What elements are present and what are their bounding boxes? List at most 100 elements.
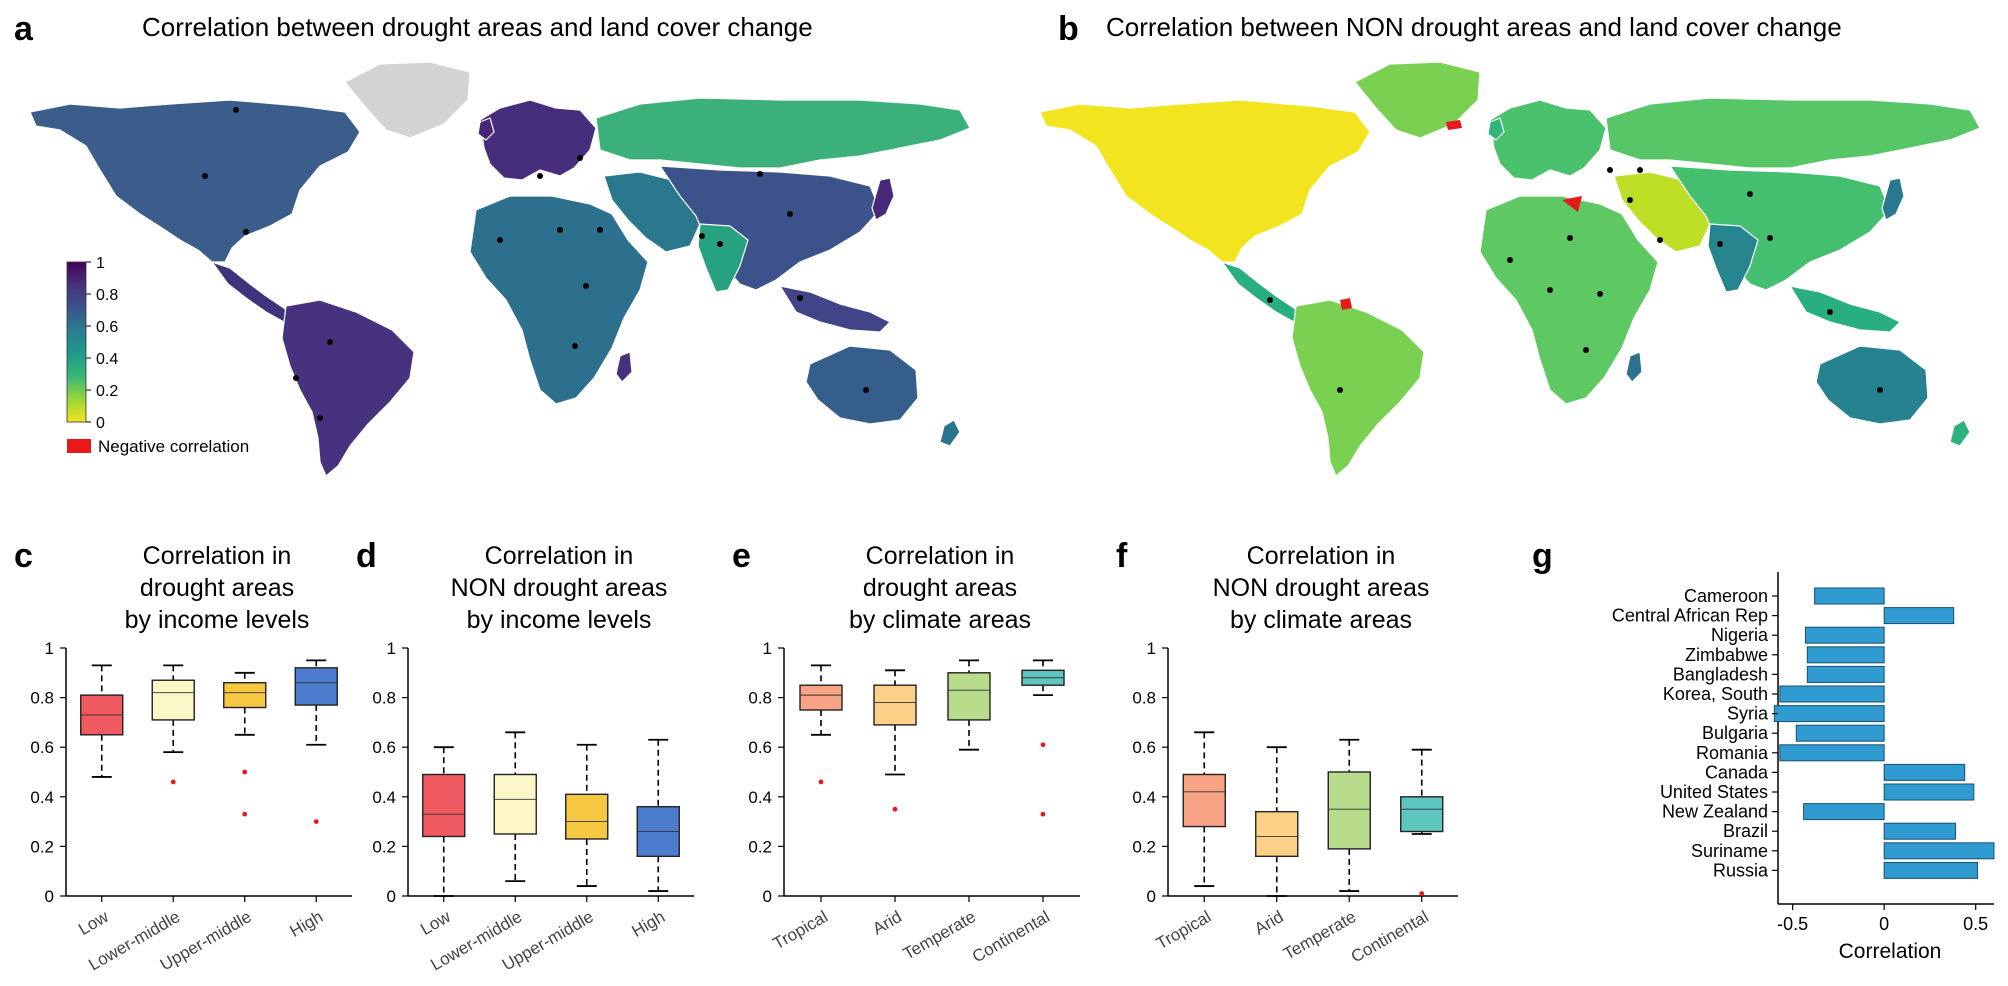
x-tick-label: Continental <box>1348 907 1432 966</box>
region-japan <box>871 177 895 221</box>
bar-bulgaria <box>1795 724 1885 742</box>
country-marker <box>717 241 723 247</box>
region-australia <box>805 345 919 425</box>
region-middleEast <box>603 171 701 253</box>
category-label: Russia <box>1713 860 1769 880</box>
country-marker <box>1747 191 1753 197</box>
box-iqr <box>873 684 917 726</box>
panel-letter-c: c <box>14 537 33 575</box>
y-tick-label: 0 <box>387 887 396 906</box>
bar-canada <box>1883 763 1966 781</box>
x-tick-label: 0.5 <box>1963 914 1988 934</box>
country-marker <box>1567 235 1573 241</box>
chart-title-line: Correlation in <box>485 542 634 570</box>
x-tick-label: 0 <box>1879 914 1889 934</box>
panel-letter-f: f <box>1116 537 1128 575</box>
x-tick-label: Tropical <box>770 907 831 953</box>
country-marker <box>497 237 503 243</box>
y-tick-label: 1 <box>1147 639 1156 658</box>
y-tick-label: 0.4 <box>748 788 772 807</box>
category-label: United States <box>1660 782 1768 802</box>
negative-region <box>1340 298 1352 310</box>
country-marker <box>1337 387 1343 393</box>
x-tick-label: Arid <box>869 907 905 939</box>
bar-russia <box>1883 861 1979 879</box>
country-marker <box>797 295 803 301</box>
y-tick-label: 1 <box>763 639 772 658</box>
x-tick-label: High <box>286 907 326 941</box>
y-tick-label: 0 <box>1147 887 1156 906</box>
box-high <box>636 738 680 892</box>
chart-title-line: drought areas <box>140 574 294 602</box>
box-high <box>294 659 338 824</box>
chart-title-line: by income levels <box>467 606 652 634</box>
chart-title-line: by income levels <box>125 606 310 634</box>
y-tick-label: 0.2 <box>748 837 772 856</box>
category-label: Brazil <box>1723 821 1768 841</box>
country-marker <box>863 387 869 393</box>
world-map-drought <box>29 61 971 477</box>
chart-title-line: Correlation in <box>866 542 1015 570</box>
x-tick-label: High <box>628 907 668 941</box>
y-tick-label: 0.2 <box>1132 837 1156 856</box>
box-continental <box>1021 659 1065 817</box>
x-tick-label: Low <box>75 907 112 939</box>
box-iqr <box>493 773 537 835</box>
box-iqr <box>1327 771 1371 850</box>
world-map-non-drought <box>1039 61 1981 477</box>
outlier-point <box>1419 891 1425 896</box>
bar-united-states <box>1883 783 1975 801</box>
region-africa <box>469 195 649 405</box>
box-temperate <box>1327 738 1371 892</box>
country-marker <box>1657 237 1663 243</box>
country-marker <box>202 173 208 179</box>
region-uk <box>477 117 495 141</box>
region-madagascar <box>1625 351 1643 383</box>
region-centralAmerica <box>211 261 293 323</box>
y-tick-label: 0.2 <box>30 837 54 856</box>
region-india <box>1707 223 1759 293</box>
region-russiaAsia <box>1605 97 1981 169</box>
chart-title-line: Correlation in <box>1247 542 1396 570</box>
y-tick-label: 0.6 <box>748 738 772 757</box>
box-tropical <box>1182 731 1226 887</box>
chart-d: d Correlation in NON drought areas by incom… <box>356 537 694 974</box>
category-label: Cameroon <box>1684 586 1768 606</box>
colorbar-tick-label: 0.6 <box>96 319 118 336</box>
box-lower-middle <box>151 664 195 785</box>
country-marker <box>1717 241 1723 247</box>
x-axis-label: Correlation <box>1839 940 1942 963</box>
box-tropical <box>799 664 843 785</box>
panel-title-a: Correlation between drought areas and la… <box>142 12 813 42</box>
colorbar-tick-label: 1 <box>96 255 105 272</box>
country-marker <box>317 415 323 421</box>
negative-region <box>1446 120 1462 130</box>
country-marker <box>1767 235 1773 241</box>
region-greenland <box>344 61 471 139</box>
box-continental <box>1400 748 1444 896</box>
country-marker <box>557 227 563 233</box>
box-iqr <box>223 682 267 709</box>
negative-correlation-swatch <box>67 439 91 453</box>
region-europe <box>479 99 597 181</box>
box-low <box>80 664 124 778</box>
country-marker <box>1637 167 1643 173</box>
y-tick-label: 0.2 <box>372 837 396 856</box>
country-marker <box>327 339 333 345</box>
region-centralAmerica <box>1221 261 1303 323</box>
panel-title-b: Correlation between NON drought areas an… <box>1106 12 1842 42</box>
region-nz <box>1949 419 1971 447</box>
panel-letter-b: b <box>1058 10 1079 48</box>
chart-title-line: NON drought areas <box>1213 574 1430 602</box>
y-tick-label: 1 <box>387 639 396 658</box>
region-seAsia <box>779 285 891 333</box>
region-nz <box>939 419 961 447</box>
panel-letter-e: e <box>732 537 751 575</box>
category-label: Syria <box>1727 704 1769 724</box>
country-marker <box>699 233 705 239</box>
x-tick-label: Continental <box>969 907 1053 966</box>
category-label: Zimbabwe <box>1685 645 1768 665</box>
category-label: Bangladesh <box>1673 664 1768 684</box>
box-iqr <box>565 793 609 840</box>
